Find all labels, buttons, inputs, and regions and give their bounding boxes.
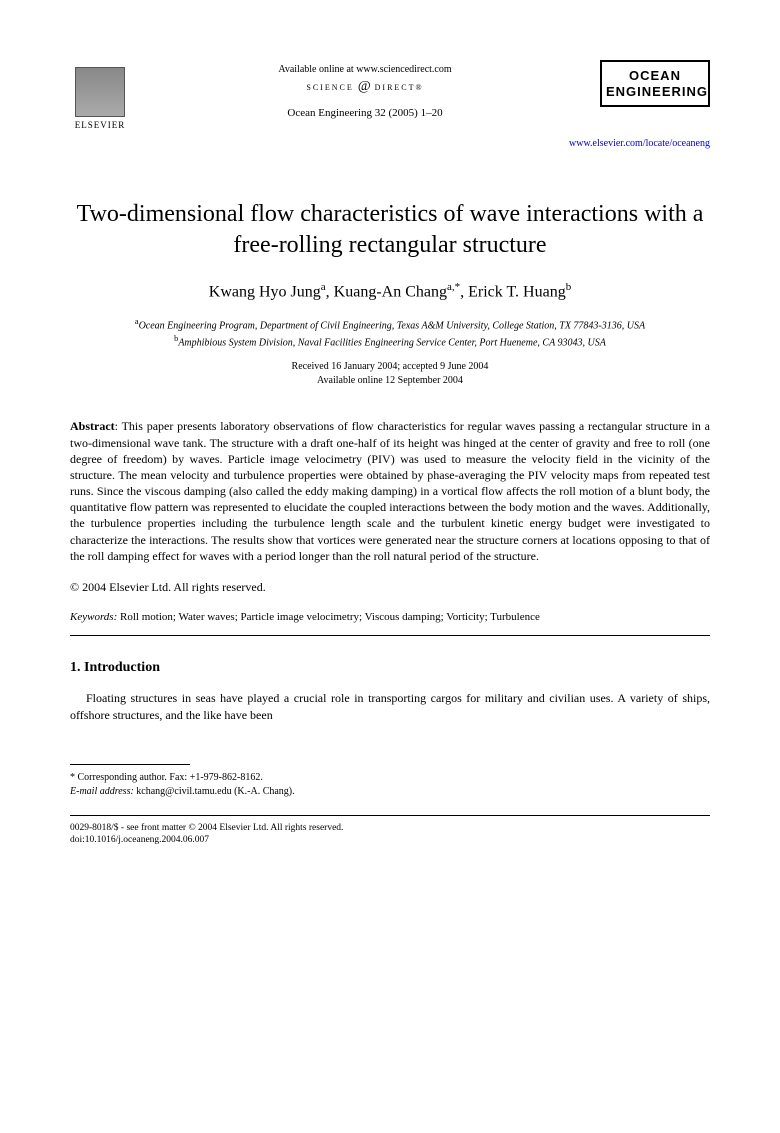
keywords-label: Keywords: [70, 611, 117, 623]
authors-line: Kwang Hyo Junga, Kuang-An Changa,*, Eric… [70, 281, 710, 301]
email-address: kchang@civil.tamu.edu (K.-A. Chang). [136, 786, 294, 797]
sd-text-left: SCIENCE [306, 83, 353, 92]
author-2-sup: a,* [447, 281, 460, 293]
author-1-name: Kwang Hyo Jung [209, 284, 321, 301]
article-dates: Received 16 January 2004; accepted 9 Jun… [70, 360, 710, 388]
publisher-name: ELSEVIER [75, 120, 126, 130]
page-header: ELSEVIER Available online at www.science… [70, 60, 710, 130]
footnote-rule [70, 764, 190, 765]
divider-after-keywords [70, 635, 710, 636]
email-line: E-mail address: kchang@civil.tamu.edu (K… [70, 785, 710, 799]
corresponding-author-note: * Corresponding author. Fax: +1-979-862-… [70, 771, 710, 785]
keywords-block: Keywords: Roll motion; Water waves; Part… [70, 611, 710, 623]
dates-received-accepted: Received 16 January 2004; accepted 9 Jun… [70, 360, 710, 374]
email-label: E-mail address: [70, 786, 134, 797]
section-1-heading: 1. Introduction [70, 660, 710, 676]
journal-name-box: OCEAN ENGINEERING [600, 60, 710, 107]
author-2-name: Kuang-An Chang [334, 284, 447, 301]
footer-block: 0029-8018/$ - see front matter © 2004 El… [70, 822, 710, 847]
affiliation-a: aOcean Engineering Program, Department o… [70, 316, 710, 333]
journal-logo-block: OCEAN ENGINEERING [600, 60, 710, 107]
author-1-sup: a [321, 281, 326, 293]
header-center: Available online at www.sciencedirect.co… [130, 60, 600, 119]
footer-rule [70, 815, 710, 816]
abstract-text: This paper presents laboratory observati… [70, 419, 710, 563]
footer-doi-line: doi:10.1016/j.oceaneng.2004.06.007 [70, 834, 710, 846]
journal-name-line2: ENGINEERING [606, 84, 704, 100]
abstract-label: Abstract [70, 419, 115, 433]
copyright-line: © 2004 Elsevier Ltd. All rights reserved… [70, 580, 710, 595]
journal-url-link[interactable]: www.elsevier.com/locate/oceaneng [70, 138, 710, 149]
footer-issn-line: 0029-8018/$ - see front matter © 2004 El… [70, 822, 710, 834]
affiliation-a-text: Ocean Engineering Program, Department of… [139, 320, 646, 331]
sciencedirect-logo: SCIENCE @ DIRECT® [130, 79, 600, 95]
author-3-sup: b [566, 281, 572, 293]
sd-at-icon: @ [358, 79, 371, 95]
available-online-text: Available online at www.sciencedirect.co… [130, 64, 600, 75]
abstract-block: Abstract: This paper presents laboratory… [70, 418, 710, 564]
journal-reference: Ocean Engineering 32 (2005) 1–20 [130, 107, 600, 119]
article-title: Two-dimensional flow characteristics of … [70, 199, 710, 261]
sd-text-right: DIRECT® [375, 83, 424, 92]
affiliation-b-text: Amphibious System Division, Naval Facili… [178, 337, 606, 348]
publisher-logo: ELSEVIER [70, 60, 130, 130]
dates-available-online: Available online 12 September 2004 [70, 374, 710, 388]
affiliation-b: bAmphibious System Division, Naval Facil… [70, 333, 710, 350]
affiliations: aOcean Engineering Program, Department o… [70, 316, 710, 351]
elsevier-tree-icon [75, 67, 125, 117]
author-3-name: Erick T. Huang [468, 284, 566, 301]
journal-name-line1: OCEAN [606, 68, 704, 84]
footnotes: * Corresponding author. Fax: +1-979-862-… [70, 771, 710, 799]
section-1-paragraph: Floating structures in seas have played … [70, 690, 710, 724]
keywords-text: Roll motion; Water waves; Particle image… [120, 611, 540, 623]
